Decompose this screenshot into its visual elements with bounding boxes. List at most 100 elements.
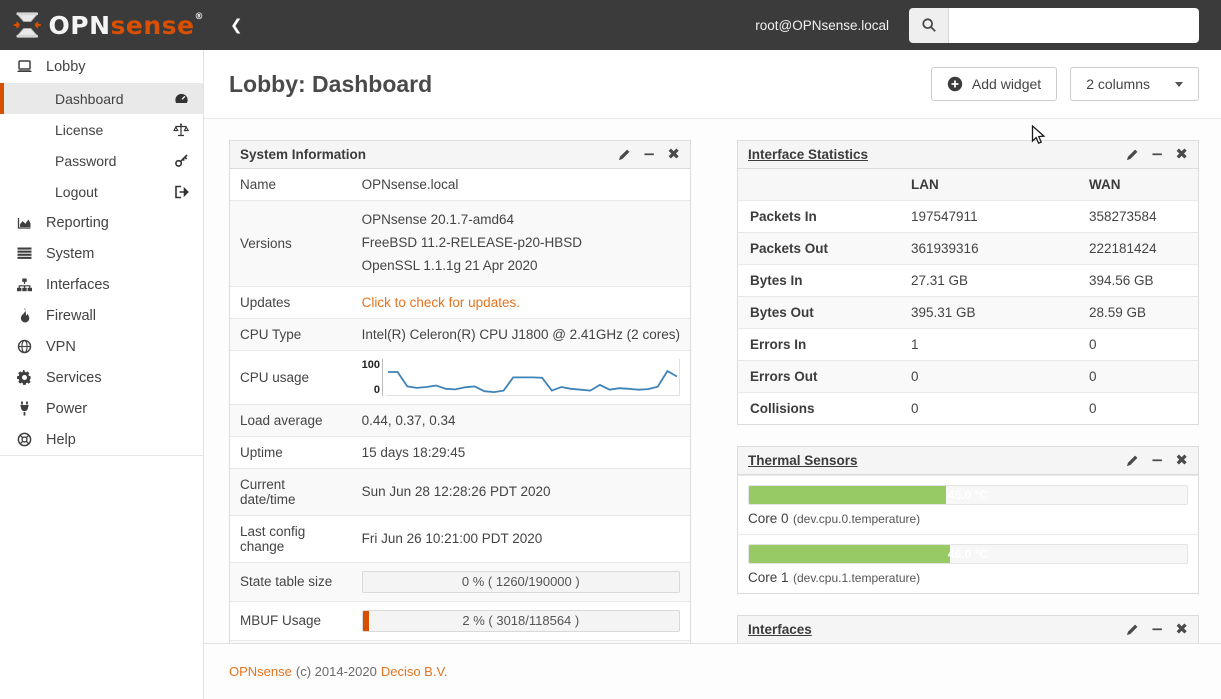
fire-icon: [20, 308, 30, 323]
opnsense-logo[interactable]: OPNsense®: [0, 8, 204, 42]
sidebar-item-system[interactable]: System: [0, 238, 203, 269]
add-widget-button[interactable]: Add widget: [930, 67, 1058, 101]
widget-title-link[interactable]: Thermal Sensors: [748, 453, 858, 468]
mbuf-progressbar: 2 % ( 3018/118564 ): [361, 609, 680, 632]
close-widget-icon[interactable]: ✖: [1175, 451, 1188, 469]
columns-dropdown[interactable]: 2 columns: [1070, 67, 1199, 101]
row-label: MBUF Usage: [230, 600, 352, 641]
search-input[interactable]: [949, 7, 1199, 43]
sidebar-item-help[interactable]: Help: [0, 424, 203, 455]
sidebar-item-label: VPN: [46, 338, 76, 355]
row-label: Updates: [230, 285, 352, 319]
widget-thermal-sensors: Thermal Sensors − ✖ 45.0 °C: [737, 446, 1199, 594]
plug-icon: [20, 401, 29, 416]
close-widget-icon[interactable]: ✖: [1175, 145, 1188, 163]
row-value: 15 days 18:29:45: [351, 435, 690, 469]
sidebar-item-vpn[interactable]: VPN: [0, 331, 203, 362]
sidebar: Lobby Dashboard License Password Logout …: [0, 50, 204, 699]
sidebar-item-label: License: [55, 121, 104, 138]
row-value: OPNsense 20.1.7-amd64 FreeBSD 11.2-RELEA…: [351, 200, 690, 287]
sidebar-item-label: Services: [46, 369, 102, 386]
sidebar-item-license[interactable]: License: [0, 114, 203, 145]
dashboard-icon: [175, 93, 188, 103]
thermal-sensor-row: 46.0 °C Core 1 (dev.cpu.1.temperature): [738, 534, 1198, 593]
brand-text: OPNsense®: [48, 10, 204, 40]
close-widget-icon[interactable]: ✖: [667, 145, 680, 163]
sidebar-item-password[interactable]: Password: [0, 145, 203, 176]
row-label: Load average: [230, 403, 352, 437]
row-label: Name: [240, 177, 277, 192]
sign-out-icon: [175, 185, 189, 198]
footer-opnsense-link[interactable]: OPNsense: [229, 664, 292, 679]
widget-title-link[interactable]: Interface Statistics: [748, 147, 869, 162]
table-row: Versions OPNsense 20.1.7-amd64 FreeBSD 1…: [230, 200, 690, 287]
sidebar-item-label: Power: [46, 400, 88, 417]
edit-widget-icon[interactable]: [1126, 148, 1139, 161]
row-label: Last config change: [230, 514, 352, 563]
table-row: Updates Click to check for updates.: [230, 285, 690, 319]
sidebar-item-lobby[interactable]: Lobby: [0, 50, 203, 83]
widget-interfaces: Interfaces − ✖ LAN 1000baseT <full-du: [737, 615, 1199, 643]
y-axis-max: 100: [361, 358, 380, 371]
sidebar-item-label: System: [46, 245, 95, 262]
row-label: Current date/time: [230, 467, 352, 516]
sidebar-item-label: Password: [55, 152, 117, 169]
top-navbar: OPNsense® ❮ root@OPNsense.local: [0, 0, 1221, 50]
globe-icon: [17, 339, 32, 354]
sidebar-item-label: Firewall: [46, 307, 96, 324]
collapse-widget-icon[interactable]: −: [642, 145, 656, 163]
key-icon: [175, 154, 188, 167]
gear-icon: [17, 370, 31, 385]
widget-title: System Information: [240, 147, 367, 162]
columns-value: 2 columns: [1086, 76, 1150, 92]
table-row: State table size 0 % ( 1260/190000 ): [230, 561, 690, 602]
table-row: Bytes Out 395.31 GB 28.59 GB: [738, 296, 1198, 329]
global-search: [909, 7, 1199, 43]
footer: OPNsense (c) 2014-2020 Deciso B.V.: [204, 643, 1221, 699]
core0-temp-bar: 45.0 °C: [748, 485, 1188, 505]
widget-system-information: System Information − ✖ Name OPNsense.loc…: [229, 140, 691, 643]
sidebar-item-interfaces[interactable]: Interfaces: [0, 269, 203, 300]
collapse-widget-icon[interactable]: −: [1150, 451, 1164, 469]
sidebar-item-power[interactable]: Power: [0, 393, 203, 424]
sidebar-item-label: Dashboard: [55, 90, 124, 107]
opnsense-logo-icon: [13, 12, 41, 38]
table-row: Name OPNsense.local: [230, 169, 690, 201]
sitemap-icon: [17, 278, 32, 291]
table-row: Load average 0.44, 0.37, 0.34: [230, 403, 690, 437]
collapse-widget-icon[interactable]: −: [1150, 620, 1164, 638]
footer-copyright: (c) 2014-2020: [295, 664, 377, 679]
check-updates-link[interactable]: Click to check for updates.: [361, 294, 520, 310]
sidebar-item-dashboard[interactable]: Dashboard: [0, 83, 203, 114]
table-row: MBUF Usage 2 % ( 3018/118564 ): [230, 600, 690, 641]
sidebar-item-logout[interactable]: Logout: [0, 176, 203, 207]
table-row: Packets In 197547911 358273584: [738, 200, 1198, 233]
sidebar-collapse-icon[interactable]: ❮: [230, 16, 243, 34]
edit-widget-icon[interactable]: [618, 148, 631, 161]
footer-deciso-link[interactable]: Deciso B.V.: [380, 664, 448, 679]
sidebar-item-firewall[interactable]: Firewall: [0, 300, 203, 331]
widget-title-link[interactable]: Interfaces: [748, 622, 812, 637]
thermal-sensor-row: 45.0 °C Core 0 (dev.cpu.0.temperature): [738, 475, 1198, 534]
table-row: Uptime 15 days 18:29:45: [230, 435, 690, 469]
row-value: Sun Jun 28 12:28:26 PDT 2020: [351, 467, 690, 516]
y-axis-min: 0: [373, 383, 380, 396]
logged-in-user: root@OPNsense.local: [755, 17, 889, 33]
row-label: Versions: [230, 200, 352, 287]
collapse-widget-icon[interactable]: −: [1150, 145, 1164, 163]
sidebar-item-reporting[interactable]: Reporting: [0, 207, 203, 238]
search-icon[interactable]: [909, 7, 949, 43]
sidebar-item-services[interactable]: Services: [0, 362, 203, 393]
close-widget-icon[interactable]: ✖: [1175, 620, 1188, 638]
plus-circle-icon: [947, 76, 963, 92]
edit-widget-icon[interactable]: [1126, 454, 1139, 467]
page-title: Lobby: Dashboard: [229, 70, 433, 97]
edit-widget-icon[interactable]: [1126, 623, 1139, 636]
sidebar-item-label: Logout: [55, 183, 98, 200]
row-value: Intel(R) Celeron(R) CPU J1800 @ 2.41GHz …: [351, 317, 690, 351]
row-value: OPNsense.local: [361, 177, 459, 192]
table-row: Memory usage 23 % ( 450/1902 MB ): [230, 639, 690, 643]
row-label: Uptime: [230, 435, 352, 469]
balance-scale-icon: [173, 123, 189, 137]
table-row: Bytes In 27.31 GB 394.56 GB: [738, 264, 1198, 297]
